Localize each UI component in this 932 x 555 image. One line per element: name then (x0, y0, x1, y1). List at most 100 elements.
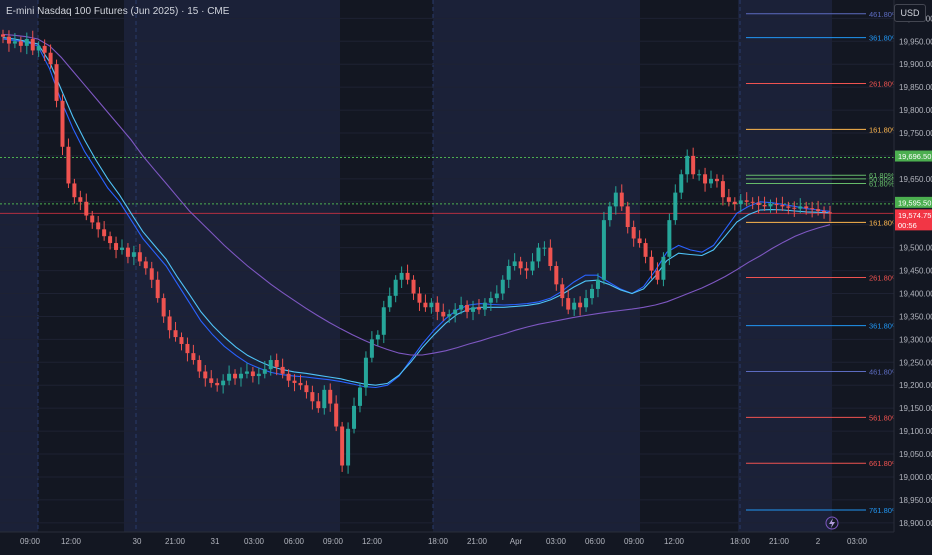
candle-body (280, 366, 285, 374)
candle-body (12, 41, 17, 44)
candle-body (423, 302, 428, 308)
flash-icon-bolt (829, 518, 835, 528)
y-tick-label: 19,150.00 (899, 404, 932, 413)
candle-body (125, 247, 130, 257)
candle-body (762, 205, 767, 207)
candle-body (179, 337, 184, 344)
candle-body (548, 247, 553, 266)
time-axis-bg (0, 532, 932, 550)
candle-body (274, 360, 279, 367)
candle-body (90, 215, 95, 223)
candle-body (542, 247, 547, 249)
candle-body (554, 266, 559, 285)
fib-label: 361.80% (869, 34, 899, 43)
x-tick-label: 21:00 (769, 537, 790, 546)
x-tick-label: 18:00 (428, 537, 449, 546)
candle-body (655, 270, 660, 280)
candle-body (60, 100, 65, 147)
candle-body (488, 298, 493, 303)
candle-body (6, 36, 11, 44)
candle-body (108, 236, 113, 244)
candle-body (649, 256, 654, 271)
candle-body (691, 155, 696, 175)
candle-body (209, 378, 214, 383)
candle-body (36, 45, 41, 51)
fib-label: 261.80% (869, 273, 899, 282)
candle-body (256, 373, 261, 377)
candles (1, 29, 832, 474)
candle-body (334, 403, 339, 427)
candle-body (566, 298, 571, 310)
candle-body (476, 307, 481, 310)
candle-body (387, 295, 392, 308)
candle-body (119, 247, 124, 250)
candle-body (697, 174, 702, 176)
candle-body (732, 201, 737, 205)
y-tick-label: 19,300.00 (899, 335, 932, 344)
candle-body (346, 428, 351, 466)
candle-body (530, 261, 535, 271)
x-tick-label: 31 (211, 537, 220, 546)
candle-body (411, 279, 416, 294)
chart-title: E-mini Nasdaq 100 Futures (Jun 2025) · 1… (6, 6, 230, 17)
candle-body (613, 192, 618, 207)
x-tick-label: 12:00 (664, 537, 685, 546)
y-tick-label: 19,000.00 (899, 473, 932, 482)
candle-body (679, 174, 684, 193)
x-tick-label: 03:00 (847, 537, 868, 546)
session-band (433, 0, 640, 532)
fib-label: 461.80% (869, 10, 899, 19)
candle-body (625, 206, 630, 228)
candle-body (238, 373, 243, 379)
candle-body (631, 227, 636, 239)
candle-body (54, 64, 59, 101)
candle-body (363, 357, 368, 388)
price-tag-label: 19,574.75 (898, 211, 931, 220)
candle-body (524, 268, 529, 271)
candle-body (590, 288, 595, 299)
fib-label: 161.80% (869, 218, 899, 227)
currency-button[interactable]: USD (894, 4, 926, 22)
candle-body (352, 405, 357, 429)
candle-body (572, 302, 577, 310)
candle-body (703, 174, 708, 184)
candle-body (584, 298, 589, 308)
candle-body (744, 200, 749, 202)
fib-label: 50.00% (869, 175, 895, 184)
candle-body (482, 302, 487, 310)
candle-body (619, 192, 624, 207)
candle-body (197, 360, 202, 372)
candle-body (250, 371, 255, 377)
candle-body (298, 382, 303, 386)
candle-body (512, 261, 517, 266)
candle-body (607, 206, 612, 221)
price-tag (895, 219, 932, 231)
session-shading (0, 0, 832, 532)
y-tick-label: 19,850.00 (899, 83, 932, 92)
candle-body (1, 34, 5, 37)
grid (0, 17, 894, 524)
ema-line (2, 33, 831, 356)
candle-body (42, 45, 47, 53)
candle-body (286, 373, 291, 381)
candle-body (191, 353, 196, 361)
price-tag (895, 196, 932, 208)
fib-label: 361.80% (869, 322, 899, 331)
y-tick-label: 19,350.00 (899, 312, 932, 321)
candle-body (661, 256, 666, 280)
candle-body (185, 343, 190, 354)
candle-body (709, 178, 714, 184)
candle-body (102, 229, 107, 237)
y-tick-label: 19,050.00 (899, 450, 932, 459)
candle-body (30, 38, 35, 51)
candle-body (399, 272, 404, 280)
candle-body (435, 302, 440, 312)
x-tick-label: 21:00 (467, 537, 488, 546)
x-tick-label: 09:00 (20, 537, 41, 546)
candle-body (798, 206, 803, 209)
y-tick-label: 19,200.00 (899, 381, 932, 390)
price-tag (895, 150, 932, 162)
candle-body (780, 205, 785, 207)
